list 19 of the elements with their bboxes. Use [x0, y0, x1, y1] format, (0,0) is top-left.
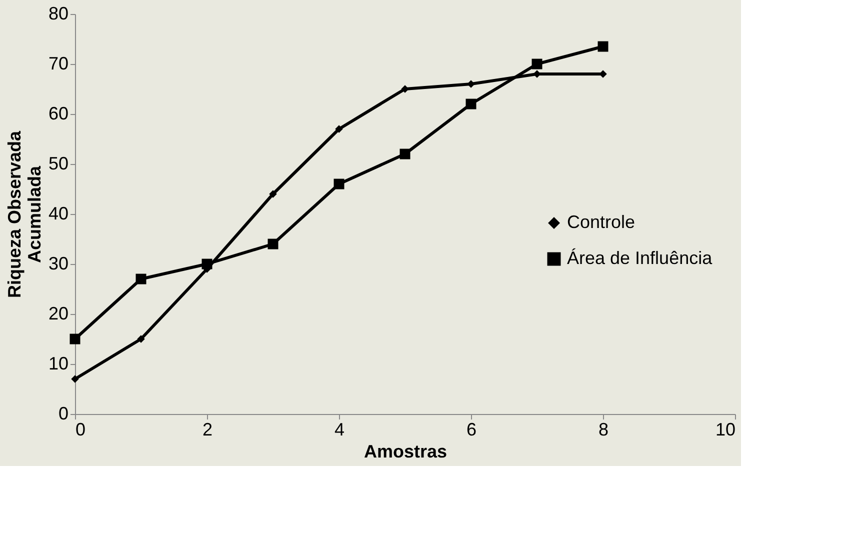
y-axis-title: Riqueza Observada Acumulada	[4, 130, 44, 298]
legend-label: Área de Influência	[567, 248, 714, 268]
y-tick-label: 10	[48, 354, 68, 374]
y-tick-label: 20	[48, 304, 68, 324]
y-tick-label: 30	[48, 254, 68, 274]
x-tick-label: 10	[715, 420, 736, 440]
x-tick-label: 6	[466, 420, 477, 440]
legend-label: Controle	[567, 212, 636, 232]
x-tick-label: 0	[76, 420, 86, 440]
y-tick-label: 60	[48, 104, 68, 124]
x-tick-label: 2	[202, 420, 213, 440]
x-axis-title: Amostras	[364, 442, 448, 462]
y-tick-label: 80	[48, 4, 68, 24]
y-tick-label: 50	[48, 154, 68, 174]
y-tick-label: 0	[58, 404, 68, 424]
x-tick-label: 4	[334, 420, 345, 440]
x-tick-label: 8	[598, 420, 609, 440]
y-tick-label: 40	[48, 204, 68, 224]
y-tick-label: 70	[48, 54, 68, 74]
